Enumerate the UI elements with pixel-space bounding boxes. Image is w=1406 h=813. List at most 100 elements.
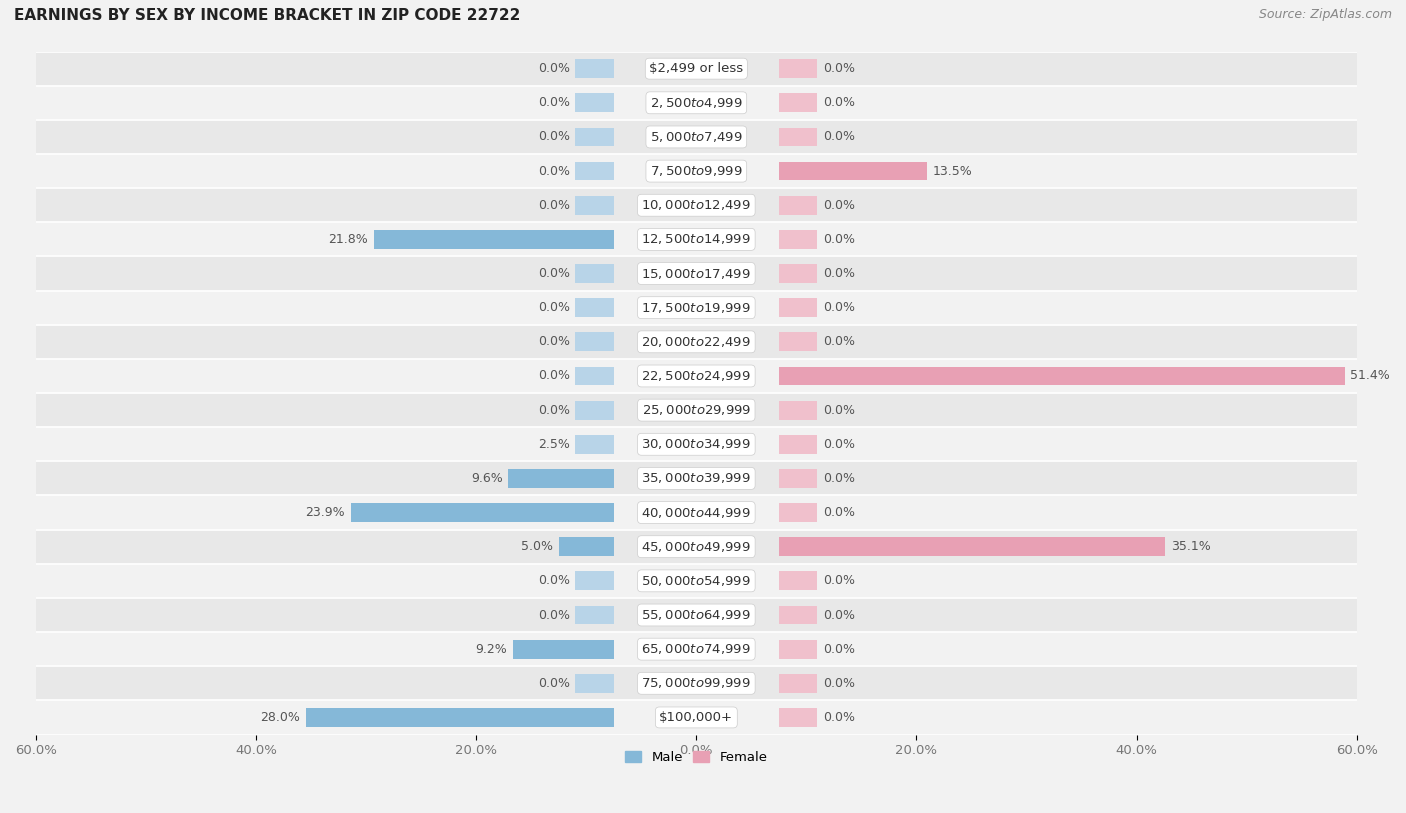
Text: 0.0%: 0.0% — [537, 164, 569, 177]
Bar — [779, 128, 817, 146]
Bar — [779, 469, 817, 488]
Text: 9.6%: 9.6% — [471, 472, 502, 485]
Text: 0.0%: 0.0% — [823, 403, 855, 416]
Text: 0.0%: 0.0% — [823, 233, 855, 246]
Text: $100,000+: $100,000+ — [659, 711, 734, 724]
Bar — [779, 401, 817, 420]
Bar — [37, 461, 1357, 495]
Bar — [575, 333, 614, 351]
Bar — [350, 503, 614, 522]
Bar — [779, 196, 817, 215]
Bar — [37, 120, 1357, 154]
Text: $75,000 to $99,999: $75,000 to $99,999 — [641, 676, 751, 690]
Bar — [779, 264, 817, 283]
Text: Source: ZipAtlas.com: Source: ZipAtlas.com — [1258, 8, 1392, 21]
Text: 0.0%: 0.0% — [823, 130, 855, 143]
Bar — [37, 632, 1357, 666]
Text: 0.0%: 0.0% — [537, 369, 569, 382]
Text: 0.0%: 0.0% — [823, 96, 855, 109]
Bar — [779, 435, 817, 454]
Bar — [779, 59, 817, 78]
Bar — [37, 51, 1357, 85]
Bar — [575, 93, 614, 112]
Text: $35,000 to $39,999: $35,000 to $39,999 — [641, 472, 751, 485]
Legend: Male, Female: Male, Female — [620, 746, 773, 769]
Bar — [575, 59, 614, 78]
Text: 0.0%: 0.0% — [823, 676, 855, 689]
Text: 0.0%: 0.0% — [823, 198, 855, 211]
Text: 0.0%: 0.0% — [823, 506, 855, 519]
Bar — [37, 359, 1357, 393]
Bar — [779, 230, 817, 249]
Bar — [508, 469, 614, 488]
Bar — [779, 537, 1166, 556]
Text: $2,500 to $4,999: $2,500 to $4,999 — [650, 96, 742, 110]
Bar — [575, 264, 614, 283]
Bar — [374, 230, 614, 249]
Bar — [37, 85, 1357, 120]
Text: $22,500 to $24,999: $22,500 to $24,999 — [641, 369, 751, 383]
Bar — [575, 298, 614, 317]
Text: 0.0%: 0.0% — [823, 711, 855, 724]
Text: 0.0%: 0.0% — [537, 96, 569, 109]
Text: $17,500 to $19,999: $17,500 to $19,999 — [641, 301, 751, 315]
Bar — [37, 666, 1357, 700]
Bar — [37, 598, 1357, 632]
Text: $20,000 to $22,499: $20,000 to $22,499 — [641, 335, 751, 349]
Text: 0.0%: 0.0% — [537, 335, 569, 348]
Text: 0.0%: 0.0% — [537, 403, 569, 416]
Bar — [305, 708, 614, 727]
Bar — [37, 324, 1357, 359]
Text: $40,000 to $44,999: $40,000 to $44,999 — [641, 506, 751, 520]
Text: 0.0%: 0.0% — [537, 62, 569, 75]
Bar — [575, 196, 614, 215]
Text: 5.0%: 5.0% — [522, 540, 553, 553]
Bar — [37, 495, 1357, 529]
Bar — [37, 563, 1357, 598]
Text: $65,000 to $74,999: $65,000 to $74,999 — [641, 642, 751, 656]
Text: 13.5%: 13.5% — [934, 164, 973, 177]
Text: EARNINGS BY SEX BY INCOME BRACKET IN ZIP CODE 22722: EARNINGS BY SEX BY INCOME BRACKET IN ZIP… — [14, 8, 520, 23]
Text: 0.0%: 0.0% — [537, 676, 569, 689]
Bar — [37, 290, 1357, 324]
Bar — [37, 427, 1357, 461]
Bar — [779, 367, 1344, 385]
Bar — [37, 256, 1357, 290]
Text: 0.0%: 0.0% — [537, 574, 569, 587]
Text: 0.0%: 0.0% — [823, 472, 855, 485]
Bar — [779, 298, 817, 317]
Text: 23.9%: 23.9% — [305, 506, 346, 519]
Bar — [779, 93, 817, 112]
Bar — [575, 435, 614, 454]
Bar — [513, 640, 614, 659]
Text: 0.0%: 0.0% — [823, 62, 855, 75]
Text: 0.0%: 0.0% — [537, 301, 569, 314]
Bar — [779, 333, 817, 351]
Text: 21.8%: 21.8% — [329, 233, 368, 246]
Bar — [37, 188, 1357, 222]
Bar — [779, 503, 817, 522]
Bar — [779, 708, 817, 727]
Text: 0.0%: 0.0% — [823, 335, 855, 348]
Text: $30,000 to $34,999: $30,000 to $34,999 — [641, 437, 751, 451]
Text: 0.0%: 0.0% — [537, 608, 569, 621]
Bar — [575, 162, 614, 180]
Text: 2.5%: 2.5% — [538, 437, 569, 450]
Text: $50,000 to $54,999: $50,000 to $54,999 — [641, 574, 751, 588]
Text: $45,000 to $49,999: $45,000 to $49,999 — [641, 540, 751, 554]
Bar — [575, 128, 614, 146]
Bar — [37, 529, 1357, 563]
Bar — [37, 222, 1357, 256]
Text: $2,499 or less: $2,499 or less — [650, 62, 744, 75]
Bar — [779, 162, 928, 180]
Text: $25,000 to $29,999: $25,000 to $29,999 — [641, 403, 751, 417]
Text: $15,000 to $17,499: $15,000 to $17,499 — [641, 267, 751, 280]
Text: 51.4%: 51.4% — [1350, 369, 1391, 382]
Bar — [779, 606, 817, 624]
Text: $10,000 to $12,499: $10,000 to $12,499 — [641, 198, 751, 212]
Bar — [575, 606, 614, 624]
Text: 0.0%: 0.0% — [537, 130, 569, 143]
Text: $5,000 to $7,499: $5,000 to $7,499 — [650, 130, 742, 144]
Text: 0.0%: 0.0% — [823, 642, 855, 655]
Bar — [575, 572, 614, 590]
